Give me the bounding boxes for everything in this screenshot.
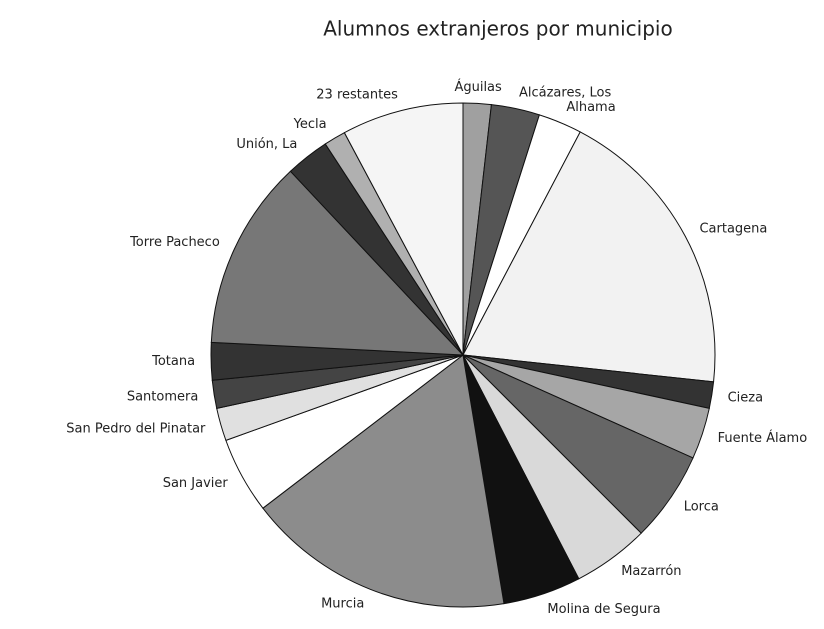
slice-label: Mazarrón — [621, 564, 681, 579]
pie-slice — [262, 354, 505, 608]
slice-label: San Pedro del Pinatar — [66, 421, 206, 436]
slice-label: Yecla — [293, 117, 327, 132]
pie-slice — [343, 102, 464, 356]
pie-slice — [462, 131, 716, 383]
slice-label: Águilas — [454, 79, 502, 95]
pie-slice — [210, 170, 465, 356]
slice-label: Fuente Álamo — [718, 430, 808, 446]
slice-label: Unión, La — [236, 137, 297, 152]
slice-label: Alcázares, Los — [519, 85, 611, 100]
slice-label: 23 restantes — [316, 88, 398, 103]
slice-label: Murcia — [321, 597, 364, 612]
slice-label: Torre Pacheco — [129, 235, 220, 250]
slice-label: Santomera — [127, 389, 198, 404]
chart-title: Alumnos extranjeros por municipio — [323, 17, 672, 41]
slice-label: Cartagena — [699, 221, 767, 236]
slice-label: Molina de Segura — [547, 602, 660, 617]
slice-label: Cieza — [728, 390, 763, 405]
slice-label: Totana — [151, 354, 195, 369]
slice-label: Alhama — [566, 100, 615, 115]
slice-label: Lorca — [684, 500, 719, 515]
slice-label: San Javier — [163, 476, 229, 491]
